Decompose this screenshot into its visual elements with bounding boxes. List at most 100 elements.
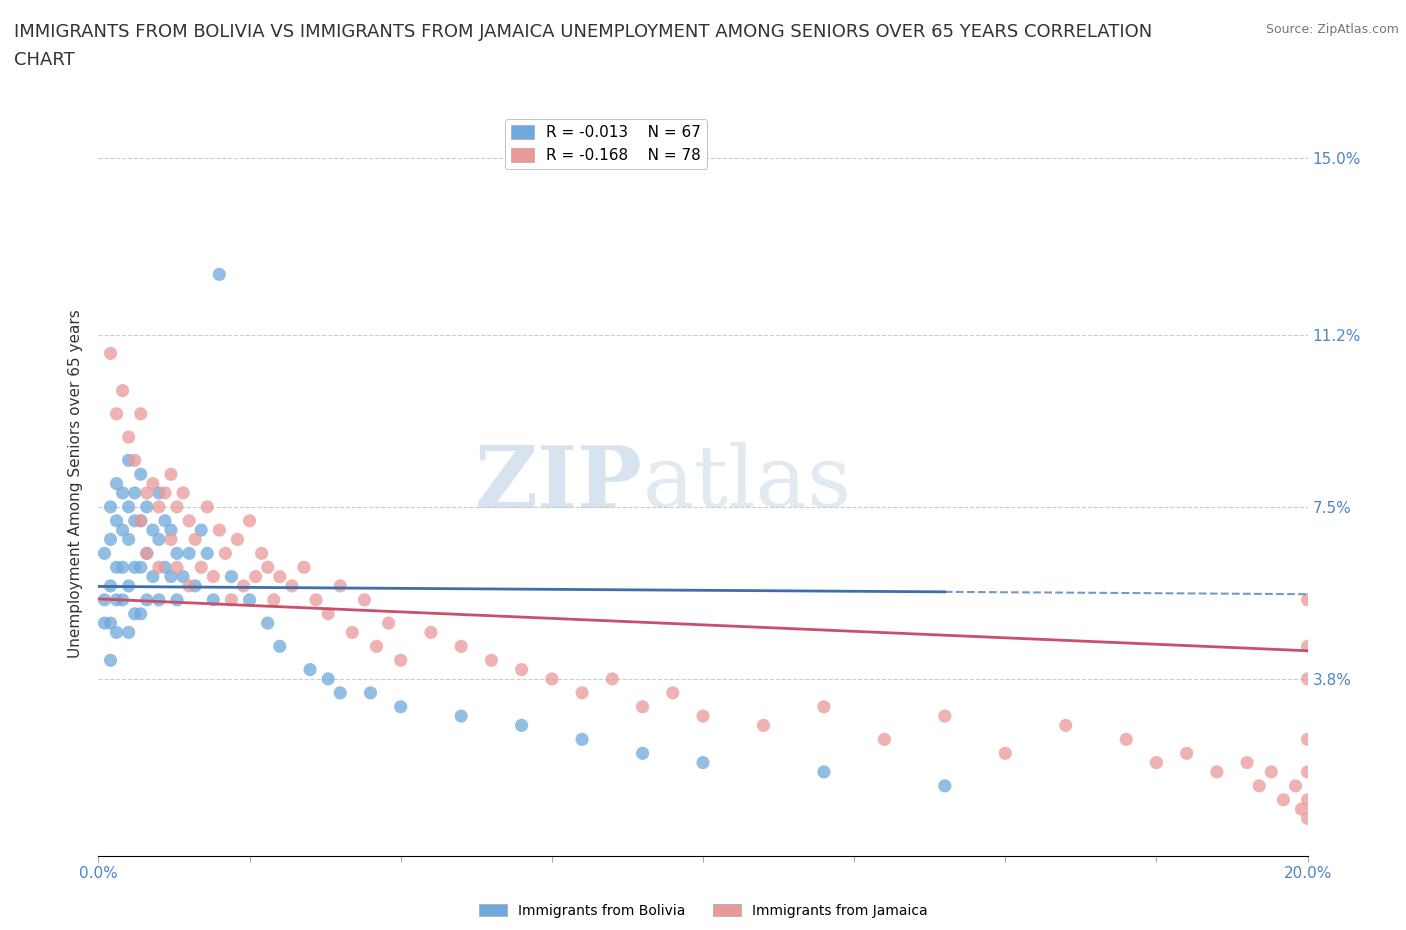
Point xyxy=(631,746,654,761)
Point xyxy=(329,578,352,593)
Point xyxy=(142,476,165,491)
Point xyxy=(571,685,593,700)
Point xyxy=(420,625,443,640)
Point xyxy=(166,592,188,607)
Point xyxy=(148,532,170,547)
Point xyxy=(166,546,188,561)
Point xyxy=(1206,764,1229,779)
Point xyxy=(111,383,134,398)
Point xyxy=(100,499,122,514)
Y-axis label: Unemployment Among Seniors over 65 years: Unemployment Among Seniors over 65 years xyxy=(67,309,83,658)
Point xyxy=(135,592,157,607)
Point xyxy=(221,569,243,584)
Point xyxy=(1236,755,1258,770)
Point xyxy=(208,523,231,538)
Point xyxy=(142,523,165,538)
Point xyxy=(124,453,146,468)
Point xyxy=(1260,764,1282,779)
Point xyxy=(202,569,225,584)
Point xyxy=(160,532,183,547)
Point xyxy=(316,606,339,621)
Point xyxy=(256,616,278,631)
Point xyxy=(221,592,243,607)
Point xyxy=(1144,755,1167,770)
Point xyxy=(129,606,152,621)
Text: IMMIGRANTS FROM BOLIVIA VS IMMIGRANTS FROM JAMAICA UNEMPLOYMENT AMONG SENIORS OV: IMMIGRANTS FROM BOLIVIA VS IMMIGRANTS FR… xyxy=(14,23,1153,41)
Point xyxy=(190,560,212,575)
Point xyxy=(299,662,322,677)
Point xyxy=(540,671,562,686)
Point xyxy=(118,430,141,445)
Point xyxy=(111,592,134,607)
Point xyxy=(631,699,654,714)
Point xyxy=(250,546,273,561)
Point xyxy=(129,560,152,575)
Point xyxy=(93,546,115,561)
Point xyxy=(135,546,157,561)
Point xyxy=(195,546,218,561)
Point xyxy=(1296,592,1319,607)
Point xyxy=(994,746,1017,761)
Point xyxy=(263,592,285,607)
Point xyxy=(118,453,141,468)
Point xyxy=(118,578,141,593)
Text: atlas: atlas xyxy=(643,442,852,525)
Point xyxy=(692,755,714,770)
Point xyxy=(160,467,183,482)
Point xyxy=(135,499,157,514)
Point xyxy=(1249,778,1271,793)
Point xyxy=(105,476,128,491)
Point xyxy=(1296,732,1319,747)
Point xyxy=(184,532,207,547)
Point xyxy=(124,560,146,575)
Point xyxy=(111,485,134,500)
Point xyxy=(1291,802,1313,817)
Point xyxy=(148,560,170,575)
Point xyxy=(179,513,201,528)
Point xyxy=(510,718,533,733)
Point xyxy=(692,709,714,724)
Point xyxy=(752,718,775,733)
Point xyxy=(160,523,183,538)
Point xyxy=(135,546,157,561)
Point xyxy=(153,485,176,500)
Point xyxy=(1284,778,1306,793)
Point xyxy=(129,513,152,528)
Point xyxy=(571,732,593,747)
Point xyxy=(1296,792,1319,807)
Point xyxy=(1296,811,1319,826)
Text: ZIP: ZIP xyxy=(475,442,643,525)
Point xyxy=(153,560,176,575)
Point xyxy=(179,578,201,593)
Point xyxy=(135,485,157,500)
Point xyxy=(239,592,262,607)
Legend: Immigrants from Bolivia, Immigrants from Jamaica: Immigrants from Bolivia, Immigrants from… xyxy=(474,898,932,923)
Point xyxy=(93,616,115,631)
Text: CHART: CHART xyxy=(14,51,75,69)
Point xyxy=(873,732,896,747)
Point xyxy=(105,513,128,528)
Point xyxy=(148,592,170,607)
Point xyxy=(214,546,236,561)
Point xyxy=(179,546,201,561)
Point xyxy=(93,592,115,607)
Point xyxy=(281,578,304,593)
Point xyxy=(292,560,315,575)
Point xyxy=(1175,746,1198,761)
Point xyxy=(377,616,399,631)
Point xyxy=(353,592,375,607)
Point xyxy=(100,653,122,668)
Point xyxy=(153,513,176,528)
Point xyxy=(184,578,207,593)
Point xyxy=(111,560,134,575)
Point xyxy=(124,485,146,500)
Point xyxy=(389,699,412,714)
Point xyxy=(166,499,188,514)
Point xyxy=(269,569,291,584)
Point xyxy=(232,578,254,593)
Point xyxy=(172,485,194,500)
Point xyxy=(148,485,170,500)
Point xyxy=(1054,718,1077,733)
Point xyxy=(813,699,835,714)
Point xyxy=(1296,671,1319,686)
